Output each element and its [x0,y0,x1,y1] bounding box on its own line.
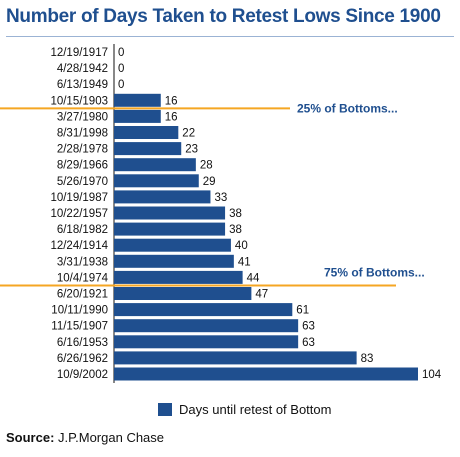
category-label: 5/26/1970 [57,176,108,188]
category-label: 12/24/1914 [50,240,108,252]
value-label: 83 [361,353,374,365]
bar [114,254,234,268]
source-label: Source: [6,430,55,445]
category-label: 11/15/1907 [51,321,108,333]
category-label: 6/16/1953 [57,337,108,349]
chart-title: Number of Days Taken to Retest Lows Sinc… [6,6,441,27]
legend: Days until retest of Bottom [158,402,331,417]
source-note: Source: J.P.Morgan Chase [6,430,164,445]
value-label: 41 [238,256,251,268]
value-label: 63 [302,321,315,333]
bar [114,367,418,381]
bar [114,351,357,365]
value-label: 0 [118,47,124,59]
value-label: 23 [185,144,198,156]
value-label: 44 [247,272,260,284]
bar [114,222,226,236]
category-label: 6/26/1962 [57,353,108,365]
bar [114,335,299,349]
value-label: 29 [203,176,216,188]
value-label: 16 [165,95,178,107]
category-label: 4/28/1942 [57,63,108,75]
legend-swatch [158,403,172,416]
bar [114,174,199,188]
category-label: 6/20/1921 [57,289,108,301]
category-label: 3/31/1938 [57,256,108,268]
source-text: J.P.Morgan Chase [58,430,165,445]
value-label: 47 [255,289,268,301]
title-divider [6,36,454,37]
category-label: 10/4/1974 [57,272,109,284]
category-label: 10/15/1903 [50,95,108,107]
category-label: 12/19/1917 [50,47,108,59]
annotation-25-label: 25% of Bottoms... [297,101,398,115]
value-label: 38 [229,224,242,236]
value-label: 0 [118,79,124,91]
value-label: 63 [302,337,315,349]
value-label: 0 [118,63,124,75]
value-label: 38 [229,208,242,220]
bar [114,270,243,284]
bar [114,93,161,107]
category-label: 2/28/1978 [57,144,108,156]
value-label: 104 [422,369,442,381]
bar [114,303,293,317]
category-label: 8/31/1998 [57,128,108,140]
value-label: 33 [214,192,227,204]
bar [114,109,161,123]
bar [114,190,211,204]
category-label: 10/11/1990 [51,305,108,317]
bar-chart: 12/19/1917 0 4/28/1942 0 6/13/1949 0 10/15/190… [0,44,442,383]
category-label: 3/27/1980 [57,111,108,123]
bar [114,142,182,156]
bar [114,238,231,252]
value-label: 40 [235,240,248,252]
value-label: 28 [200,160,213,172]
bar [114,287,252,300]
bar [114,126,179,139]
category-label: 10/9/2002 [57,369,108,381]
category-label: 10/19/1987 [50,192,108,204]
value-label: 16 [165,111,178,123]
bar [114,158,196,172]
category-label: 8/29/1966 [57,160,108,172]
value-label: 22 [182,128,195,140]
legend-label: Days until retest of Bottom [179,402,332,417]
bar [114,319,299,333]
annotation-75-label: 75% of Bottoms... [324,265,425,279]
category-label: 6/18/1982 [57,224,108,236]
category-label: 10/22/1957 [50,208,108,220]
bar [114,206,226,220]
category-label: 6/13/1949 [57,79,108,91]
value-label: 61 [296,305,309,317]
